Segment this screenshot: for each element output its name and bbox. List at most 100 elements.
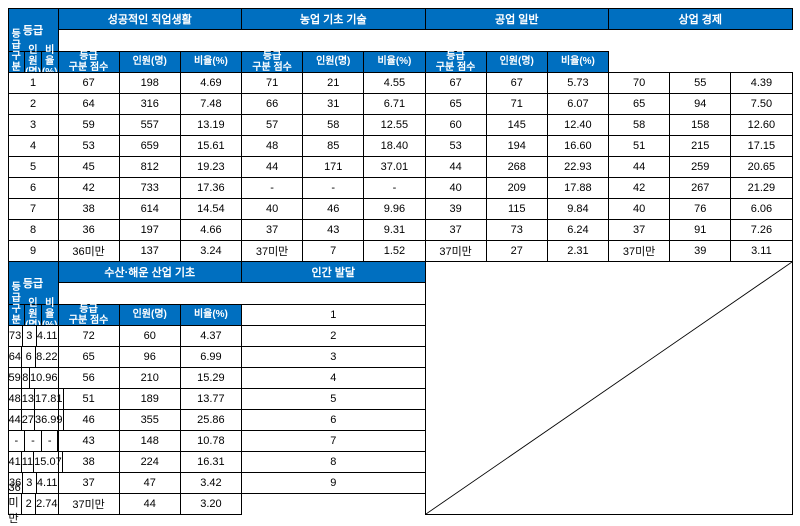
- data-cell: 733: [119, 177, 181, 199]
- grade-cell: 6: [241, 409, 426, 431]
- data-cell-group: 6014512.40: [425, 114, 609, 135]
- data-cell: 55: [669, 72, 731, 94]
- data-cell: 9.84: [547, 198, 609, 220]
- data-cell: 148: [119, 430, 181, 452]
- data-cell-group: 671984.69: [58, 72, 242, 93]
- data-cell-group: 36미만22.74: [8, 493, 58, 514]
- data-cell: 3: [22, 325, 37, 347]
- data-cell: 58: [302, 114, 364, 136]
- grade-cell: 9: [241, 472, 426, 494]
- data-cell-group: 4020917.88: [425, 177, 609, 198]
- data-cell: 4.37: [180, 325, 242, 347]
- grade-cell: 3: [241, 346, 426, 368]
- grade-cell: 8: [241, 451, 426, 473]
- data-cell: 145: [486, 114, 548, 136]
- data-cell: 1.52: [363, 240, 425, 262]
- data-cell: 6.07: [547, 93, 609, 115]
- data-cell: 2: [21, 493, 36, 515]
- data-cell: 17.88: [547, 177, 609, 199]
- grade-cell: 1: [8, 72, 59, 94]
- top-table: 등급 성공적인 직업생활 농업 기초 기술 공업 일반 상업 경제 등급구분 점…: [8, 8, 792, 72]
- data-cell: 16.60: [547, 135, 609, 157]
- data-cell: 189: [119, 388, 181, 410]
- data-cell: 9.31: [363, 219, 425, 241]
- table-row: 45365915.61488518.405319416.605121517.15: [8, 135, 792, 156]
- data-cell-group: 37미만393.11: [609, 240, 793, 261]
- top-rows: 1671984.6971214.5567675.7370554.39264316…: [8, 72, 792, 261]
- data-cell: 13: [21, 388, 35, 410]
- data-cell: -: [302, 177, 364, 199]
- data-cell-group: 5319416.60: [425, 135, 609, 156]
- cat-header-b0: 수산·해운 산업 기초: [58, 261, 243, 283]
- data-cell-group: 71214.55: [242, 72, 426, 93]
- table-row: 936미만1373.2437미만71.5237미만272.3137미만393.1…: [8, 240, 792, 261]
- data-cell-group: 411115.07: [8, 451, 58, 472]
- data-cell: 57: [241, 114, 303, 136]
- data-cell: 43: [58, 430, 120, 452]
- data-cell: 18.40: [363, 135, 425, 157]
- data-cell: 72: [58, 325, 120, 347]
- grade-cell: 7: [8, 198, 59, 220]
- data-cell: 59: [8, 367, 22, 389]
- data-cell-group: 67675.73: [425, 72, 609, 93]
- data-cell: 43: [302, 219, 364, 241]
- cat-header-3: 상업 경제: [608, 8, 793, 30]
- grade-cell: 5: [241, 388, 426, 410]
- data-cell: 10.96: [29, 367, 59, 389]
- grade-cell: 9: [8, 240, 59, 262]
- data-cell: 5.73: [547, 72, 609, 94]
- data-cell: 210: [119, 367, 181, 389]
- data-cell: 3.20: [180, 493, 242, 515]
- data-cell-group: 3822416.31: [58, 451, 242, 472]
- data-cell-group: 65966.99: [58, 346, 242, 367]
- data-cell-group: 65716.07: [425, 93, 609, 114]
- data-cell: 7.26: [730, 219, 792, 241]
- data-cell: 268: [486, 156, 548, 178]
- data-cell: 16.31: [180, 451, 242, 473]
- grade-cell: 8: [8, 219, 59, 241]
- data-cell: 64: [58, 93, 120, 115]
- grade-cell: 5: [8, 156, 59, 178]
- data-cell: 46: [302, 198, 364, 220]
- data-cell: -: [41, 430, 59, 452]
- data-cell: 46: [58, 409, 120, 431]
- data-cell: 37미만: [425, 240, 487, 262]
- sub-score: 등급구분 점수: [8, 51, 26, 73]
- data-cell: 6.99: [180, 346, 242, 368]
- data-cell: 7.48: [180, 93, 242, 115]
- data-cell: 14.54: [180, 198, 242, 220]
- data-cell: 197: [119, 219, 181, 241]
- data-cell: 115: [486, 198, 548, 220]
- data-cell: 13.19: [180, 114, 242, 136]
- data-cell: 21: [302, 72, 364, 94]
- subheader-b1: 등급구분 점수 인원(명) 비율(%): [58, 304, 242, 325]
- cat-header-b1: 인간 발달: [241, 261, 426, 283]
- data-cell: 13.77: [180, 388, 242, 410]
- table-row: 64273317.36---4020917.884226721.29: [8, 177, 792, 198]
- data-cell: 12.60: [730, 114, 792, 136]
- data-cell: 64: [8, 346, 23, 368]
- data-cell: 37.01: [363, 156, 425, 178]
- data-cell: 7: [302, 240, 364, 262]
- data-cell: 12.55: [363, 114, 425, 136]
- data-cell: 53: [58, 135, 120, 157]
- data-cell-group: 4425920.65: [609, 156, 793, 177]
- data-cell: -: [363, 177, 425, 199]
- data-cell: 171: [302, 156, 364, 178]
- data-cell: 71: [241, 72, 303, 94]
- data-cell-group: 4635525.86: [58, 409, 242, 430]
- data-cell-group: 361974.66: [58, 219, 242, 240]
- data-cell-group: 5365915.61: [58, 135, 242, 156]
- data-cell: 36: [58, 219, 120, 241]
- data-cell: 85: [302, 135, 364, 157]
- data-cell: 36미만: [58, 240, 120, 262]
- data-cell-group: 7334.11: [8, 325, 58, 346]
- data-cell: 42: [58, 177, 120, 199]
- data-cell: 67: [425, 72, 487, 94]
- data-cell: 659: [119, 135, 181, 157]
- subheader-b0: 등급구분 점수 인원(명) 비율(%): [8, 304, 58, 325]
- data-cell: 41: [8, 451, 22, 473]
- data-cell-group: ---: [242, 177, 426, 198]
- data-cell: 10.78: [180, 430, 242, 452]
- data-cell: 15.61: [180, 135, 242, 157]
